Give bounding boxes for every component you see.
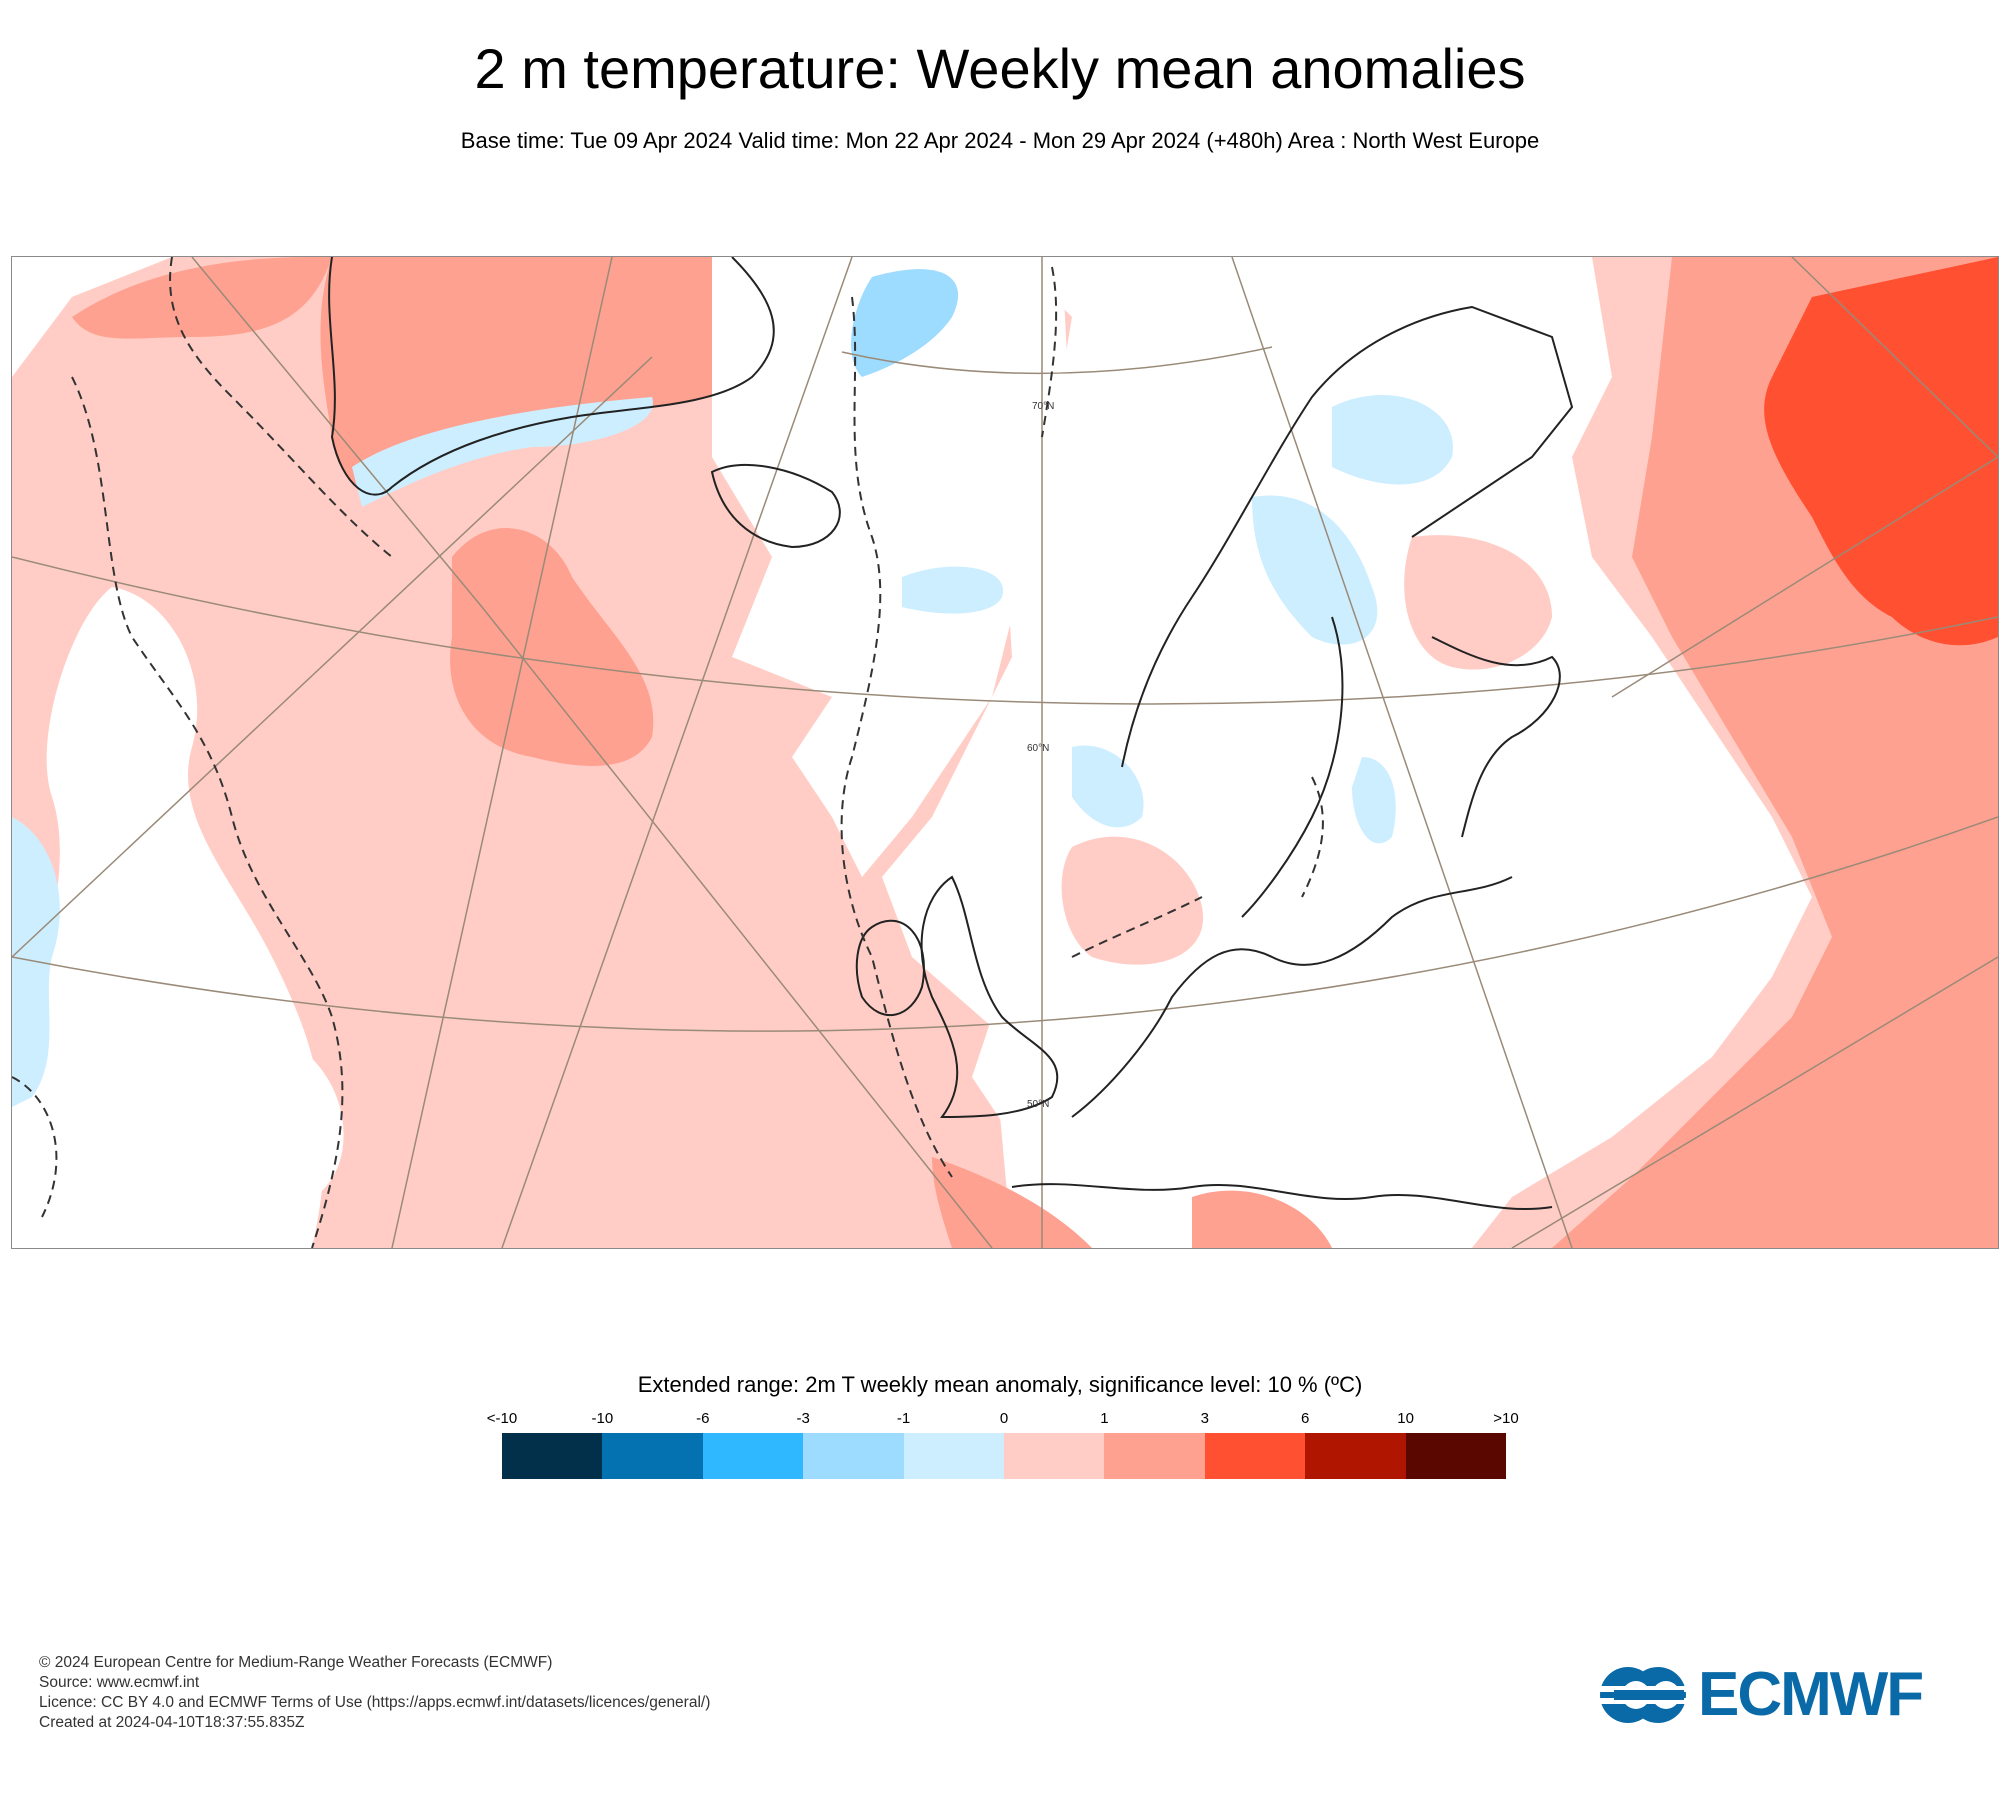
graticule-meridian	[12, 356, 653, 958]
legend-color-bin	[903, 1433, 1005, 1479]
legend-tick-label: -10	[591, 1410, 614, 1427]
legend-tick-label: 3	[1200, 1410, 1209, 1427]
coastline-baltic-east	[1431, 636, 1561, 838]
legend-colorbar	[502, 1433, 1507, 1479]
footer-licence: Licence: CC BY 4.0 and ECMWF Terms of Us…	[39, 1694, 711, 1711]
legend-tick-label: -6	[696, 1410, 710, 1427]
anomaly-region-light-blue	[1072, 745, 1144, 828]
significance-contour	[1071, 896, 1203, 958]
graticule-label-60n: 60°N	[1027, 743, 1049, 754]
chart-subtitle: Base time: Tue 09 Apr 2024 Valid time: M…	[460, 128, 1540, 153]
ecmwf-logo: ECMWF	[1596, 1660, 1976, 1730]
coastline-iceland	[710, 463, 841, 549]
anomaly-region-light-blue	[1332, 395, 1453, 485]
significance-contour	[840, 296, 953, 1178]
legend-color-bin	[1405, 1433, 1507, 1479]
anomaly-region-light-blue	[1352, 757, 1396, 844]
legend-title: Extended range: 2m T weekly mean anomaly…	[637, 1372, 1363, 1397]
graticule-meridian	[191, 257, 993, 1248]
anomaly-region-light-blue	[902, 566, 1004, 614]
anomaly-region-white-patch	[217, 1031, 344, 1209]
significance-contour	[12, 1076, 58, 1218]
legend-tick-label: <-10	[486, 1410, 518, 1427]
anomaly-region-pink-north	[72, 257, 332, 339]
legend-tick-label: -1	[896, 1410, 911, 1427]
graticule-label-50n: 50°N	[1027, 1099, 1049, 1110]
significance-contour	[1041, 266, 1058, 438]
legend-color-bin	[1305, 1433, 1406, 1479]
legend-tick-label: >10	[1493, 1410, 1519, 1427]
coastline-ireland	[855, 919, 925, 1017]
anomaly-region-light-blue	[352, 397, 653, 507]
ecmwf-logo-icon	[1596, 1667, 1696, 1723]
legend-tick-label: 6	[1301, 1410, 1310, 1427]
coastline-continent	[1071, 876, 1513, 1118]
graticule-meridian	[1511, 956, 1998, 1248]
graticule-meridian	[391, 257, 613, 1248]
anomaly-region-medium-pink	[450, 528, 654, 766]
legend-color-bin	[1104, 1433, 1205, 1479]
footer-created: Created at 2024-04-10T18:37:55.835Z	[39, 1714, 305, 1731]
graticule-label-70n: 70°N	[1032, 401, 1054, 412]
anomaly-region-med-pink	[1192, 1190, 1332, 1248]
legend-color-bin	[1204, 1433, 1306, 1479]
legend-color-bin	[803, 1433, 904, 1479]
anomaly-region-east-red	[1764, 257, 1998, 646]
graticule-meridian	[501, 257, 853, 1248]
anomaly-region-light-blue	[851, 269, 959, 377]
legend-tick-label: 1	[1100, 1410, 1109, 1427]
legend-color-bin	[1004, 1433, 1105, 1479]
legend-tick-label: 0	[999, 1410, 1009, 1427]
legend-color-bin	[602, 1433, 703, 1479]
ecmwf-logo-text: ECMWF	[1698, 1660, 1924, 1729]
anomaly-region-central-pink	[1061, 836, 1204, 965]
graticule-parallel-50n	[12, 816, 1998, 1032]
graticule-parallel-70n	[841, 346, 1273, 375]
graticule-parallel-60n	[12, 556, 1998, 705]
chart-title: 2 m temperature: Weekly mean anomalies	[474, 37, 1526, 100]
anomaly-region-central-europe	[972, 257, 1772, 1197]
legend-color-bin	[702, 1433, 804, 1479]
legend-tick-label: -3	[796, 1410, 810, 1427]
anomaly-map: 70°N 60°N 50°N	[11, 256, 1999, 1249]
significance-contour	[71, 376, 344, 1248]
legend-tick-labels: <-10 -10 -6 -3 -1 0 1 3 6 10 >10	[487, 1410, 1519, 1428]
significance-contour	[1301, 776, 1324, 898]
graticule-meridian	[1791, 257, 1998, 458]
significance-contour	[169, 257, 393, 558]
graticule-meridian	[1231, 257, 1573, 1248]
legend-color-bin	[502, 1433, 603, 1479]
anomaly-region-pink-baltic	[1404, 535, 1552, 670]
coastline-britain	[920, 875, 1059, 1119]
anomaly-region-white-band	[712, 257, 1072, 877]
coastline-norway	[1121, 305, 1574, 768]
coastline-sweden	[1241, 616, 1344, 918]
footer-copyright: © 2024 European Centre for Medium-Range …	[39, 1654, 553, 1671]
coastline-greenland	[328, 257, 775, 496]
legend-tick-label: 10	[1397, 1410, 1414, 1427]
anomaly-region-med-pink	[932, 1157, 1092, 1248]
anomaly-region-light-blue	[1252, 495, 1378, 645]
graticule-meridian	[1611, 456, 1998, 698]
footer-source: Source: www.ecmwf.int	[39, 1674, 200, 1691]
footer: © 2024 European Centre for Medium-Range …	[39, 1653, 710, 1733]
coastline-mediterranean	[1011, 1183, 1553, 1211]
